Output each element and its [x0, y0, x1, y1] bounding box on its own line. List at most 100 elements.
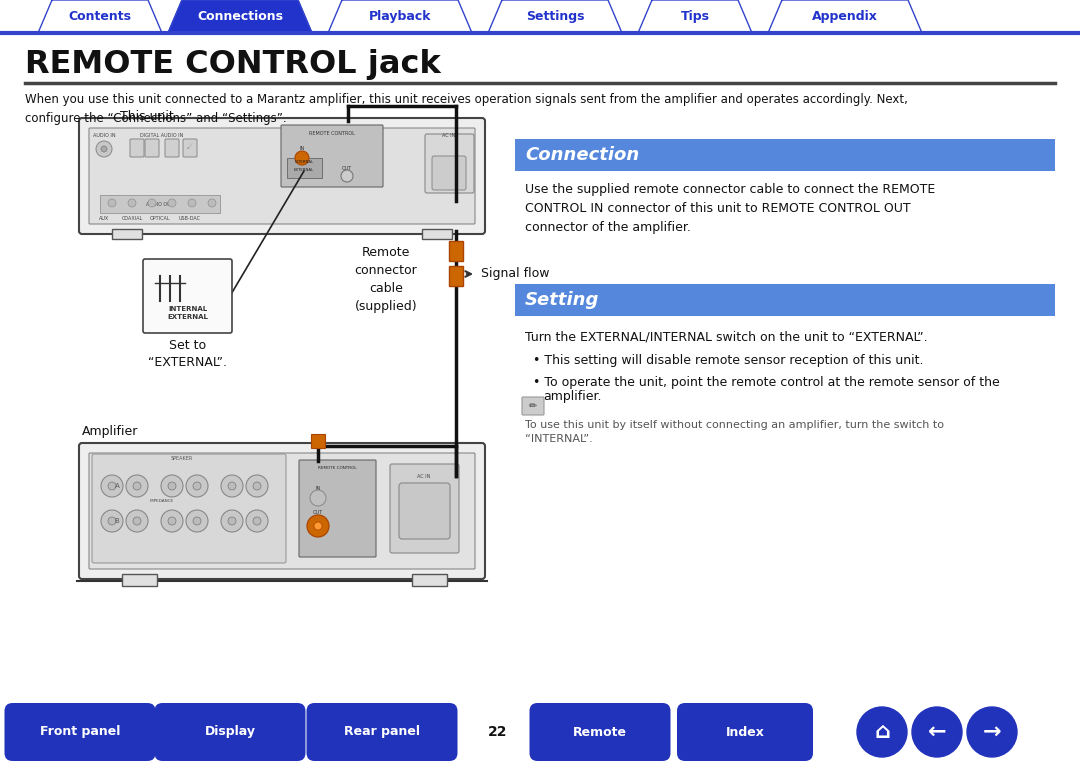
Text: Index: Index — [726, 725, 765, 738]
FancyBboxPatch shape — [143, 259, 232, 333]
Text: SPEAKER: SPEAKER — [171, 456, 193, 461]
FancyBboxPatch shape — [311, 434, 325, 448]
Text: IMPEDANCE: IMPEDANCE — [150, 499, 174, 503]
Polygon shape — [328, 0, 472, 33]
Circle shape — [133, 482, 141, 490]
Text: REMOTE CONTROL: REMOTE CONTROL — [309, 131, 355, 136]
Circle shape — [208, 199, 216, 207]
Circle shape — [126, 475, 148, 497]
Text: When you use this unit connected to a Marantz amplifier, this unit receives oper: When you use this unit connected to a Ma… — [25, 93, 908, 125]
Text: Connections: Connections — [197, 10, 283, 23]
Polygon shape — [638, 0, 752, 33]
FancyBboxPatch shape — [529, 703, 671, 761]
Text: Appendix: Appendix — [812, 10, 878, 23]
Bar — [287, 158, 322, 178]
Circle shape — [341, 170, 353, 182]
Circle shape — [221, 475, 243, 497]
Bar — [411, 574, 447, 586]
Text: AC IN: AC IN — [443, 133, 456, 138]
Circle shape — [246, 475, 268, 497]
FancyBboxPatch shape — [522, 397, 544, 415]
FancyBboxPatch shape — [145, 139, 159, 157]
Text: Display: Display — [204, 725, 256, 738]
Text: Connection: Connection — [525, 146, 639, 164]
Circle shape — [295, 151, 309, 165]
Circle shape — [246, 510, 268, 532]
Circle shape — [161, 510, 183, 532]
Text: Tips: Tips — [680, 10, 710, 23]
FancyBboxPatch shape — [89, 128, 475, 224]
Circle shape — [221, 510, 243, 532]
Circle shape — [168, 199, 176, 207]
Circle shape — [133, 517, 141, 525]
Circle shape — [148, 199, 156, 207]
Circle shape — [108, 199, 116, 207]
FancyBboxPatch shape — [399, 483, 450, 539]
Circle shape — [102, 475, 123, 497]
Circle shape — [310, 490, 326, 506]
Text: AUDIO OUT: AUDIO OUT — [146, 202, 174, 208]
Circle shape — [253, 517, 261, 525]
Circle shape — [129, 199, 136, 207]
Text: REMOTE CONTROL jack: REMOTE CONTROL jack — [25, 49, 441, 79]
Text: Front panel: Front panel — [40, 725, 120, 738]
Text: REMOTE CONTROL: REMOTE CONTROL — [319, 466, 356, 470]
Text: AUDIO IN: AUDIO IN — [93, 133, 116, 138]
Text: EXTERNAL: EXTERNAL — [294, 168, 314, 172]
Text: EXTERNAL: EXTERNAL — [167, 314, 208, 320]
Circle shape — [168, 517, 176, 525]
Text: Turn the EXTERNAL/INTERNAL switch on the unit to “EXTERNAL”.: Turn the EXTERNAL/INTERNAL switch on the… — [525, 330, 928, 343]
Circle shape — [314, 522, 322, 530]
FancyBboxPatch shape — [183, 139, 197, 157]
Circle shape — [228, 517, 237, 525]
FancyBboxPatch shape — [515, 139, 1055, 171]
Text: IN: IN — [299, 145, 305, 151]
Text: INTERNAL: INTERNAL — [167, 306, 207, 312]
Text: 22: 22 — [488, 725, 508, 739]
Text: OUT: OUT — [313, 511, 323, 515]
Circle shape — [307, 515, 329, 537]
Text: →: → — [983, 722, 1001, 742]
Circle shape — [102, 510, 123, 532]
Circle shape — [193, 517, 201, 525]
FancyBboxPatch shape — [79, 118, 485, 234]
Text: Setting: Setting — [525, 291, 599, 309]
Circle shape — [186, 475, 208, 497]
FancyBboxPatch shape — [432, 156, 465, 190]
FancyBboxPatch shape — [165, 139, 179, 157]
FancyBboxPatch shape — [299, 460, 376, 557]
Text: ☄: ☄ — [187, 144, 193, 150]
Text: ←: ← — [928, 722, 946, 742]
Text: This unit: This unit — [120, 110, 174, 123]
FancyBboxPatch shape — [390, 464, 459, 553]
Text: Use the supplied remote connector cable to connect the REMOTE
CONTROL IN connect: Use the supplied remote connector cable … — [525, 183, 935, 234]
Circle shape — [912, 707, 962, 757]
Text: OPTICAL: OPTICAL — [150, 216, 171, 221]
Circle shape — [102, 146, 107, 152]
Text: amplifier.: amplifier. — [543, 390, 602, 403]
FancyBboxPatch shape — [449, 266, 463, 286]
Circle shape — [108, 482, 116, 490]
Text: Contents: Contents — [68, 10, 132, 23]
Circle shape — [188, 199, 195, 207]
Text: ⌂: ⌂ — [874, 722, 890, 742]
Text: To use this unit by itself without connecting an amplifier, turn the switch to
“: To use this unit by itself without conne… — [525, 420, 944, 444]
Text: INTERNAL: INTERNAL — [295, 160, 313, 164]
Text: • To operate the unit, point the remote control at the remote sensor of the: • To operate the unit, point the remote … — [534, 376, 1000, 389]
FancyBboxPatch shape — [449, 241, 463, 261]
FancyBboxPatch shape — [281, 125, 383, 187]
FancyBboxPatch shape — [4, 703, 156, 761]
Bar — [422, 229, 453, 239]
Bar — [100, 195, 220, 213]
Text: USB-DAC: USB-DAC — [179, 216, 201, 221]
Bar — [122, 574, 157, 586]
FancyBboxPatch shape — [426, 134, 474, 193]
Polygon shape — [768, 0, 922, 33]
FancyBboxPatch shape — [515, 284, 1055, 316]
Text: OUT: OUT — [342, 165, 352, 170]
Text: • This setting will disable remote sensor reception of this unit.: • This setting will disable remote senso… — [534, 354, 923, 367]
Text: DIGITAL AUDIO IN: DIGITAL AUDIO IN — [140, 133, 184, 138]
Circle shape — [228, 482, 237, 490]
Circle shape — [168, 482, 176, 490]
Text: ✏: ✏ — [529, 401, 537, 411]
